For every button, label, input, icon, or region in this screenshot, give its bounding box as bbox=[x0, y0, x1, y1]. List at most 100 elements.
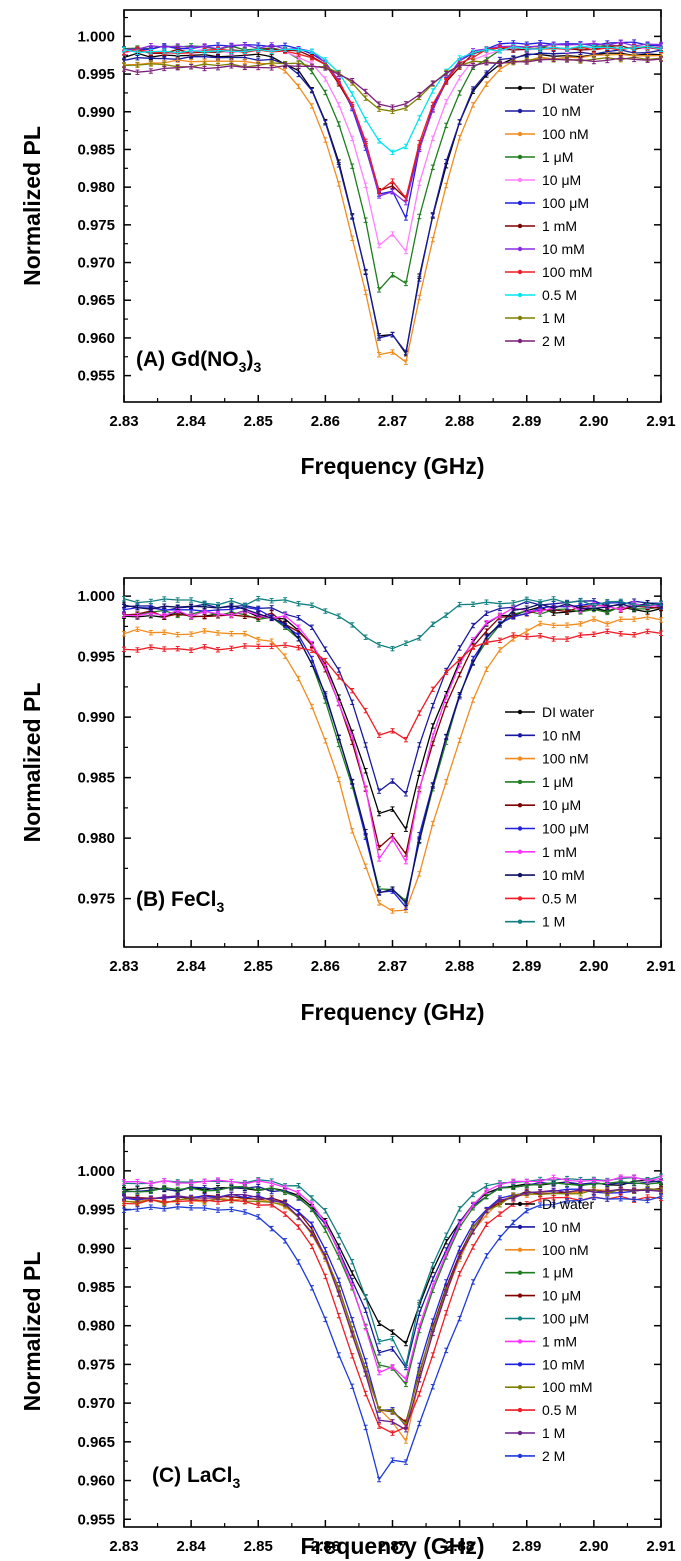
x-tick-label: 2.87 bbox=[378, 1538, 407, 1555]
legend-marker bbox=[517, 1316, 523, 1321]
legend-entry: DI water bbox=[542, 80, 594, 96]
x-tick-label: 2.91 bbox=[646, 958, 675, 975]
legend-marker bbox=[517, 733, 523, 738]
legend-marker bbox=[517, 315, 523, 321]
legend-entry: 100 μM bbox=[542, 821, 589, 837]
legend-entry: 100 μM bbox=[542, 1311, 589, 1327]
legend-marker bbox=[517, 85, 523, 91]
legend-marker bbox=[517, 154, 523, 160]
x-tick-label: 2.87 bbox=[378, 413, 407, 430]
legend-marker bbox=[517, 756, 523, 761]
series-12 bbox=[122, 55, 663, 110]
legend-entry: 10 nM bbox=[542, 727, 581, 743]
chart-panel-3: 2.83 2.84 2.85 2.86 2.87 2.88 2.89 2.90 2.91 0.95… bbox=[19, 1135, 676, 1559]
y-tick-label: 0.960 bbox=[77, 1473, 115, 1490]
legend-entry: 10 mM bbox=[542, 1356, 585, 1372]
legend-entry: 10 mM bbox=[542, 867, 585, 883]
legend-entry: 10 nM bbox=[542, 103, 581, 119]
legend-entry: 100 nM bbox=[542, 1242, 589, 1258]
panel-label-subscript: 3 bbox=[217, 899, 225, 915]
y-tick-label: 0.985 bbox=[77, 141, 115, 158]
legend-marker bbox=[517, 1293, 523, 1298]
x-tick-label: 2.88 bbox=[445, 958, 474, 975]
y-tick-label: 0.975 bbox=[77, 217, 115, 234]
x-tick-label: 2.88 bbox=[445, 413, 474, 430]
y-tick-label: 0.965 bbox=[77, 292, 115, 309]
legend-entry: 10 μM bbox=[542, 172, 581, 188]
x-axis-title: Frequency (GHz) bbox=[300, 999, 484, 1025]
panel-label-tail: ) bbox=[246, 348, 253, 371]
legend-marker bbox=[517, 177, 523, 183]
y-tick-label: 0.990 bbox=[77, 104, 115, 121]
x-tick-label: 2.88 bbox=[445, 1538, 474, 1555]
chart-panel-2: 2.83 2.84 2.85 2.86 2.87 2.88 2.89 2.90 2.91 0.97… bbox=[19, 577, 676, 1025]
panel-label-subscript: 3 bbox=[233, 1475, 241, 1491]
x-tick-label: 2.86 bbox=[311, 413, 340, 430]
legend-marker bbox=[517, 1247, 523, 1253]
legend-marker bbox=[517, 709, 523, 715]
y-tick-label: 0.955 bbox=[77, 1511, 115, 1528]
chart-panel-1: 2.83 2.84 2.85 2.86 2.87 2.88 2.89 2.90 2.91 0.95… bbox=[19, 9, 676, 479]
y-tick-label: 1.000 bbox=[77, 28, 115, 45]
x-tick-label: 2.89 bbox=[512, 413, 541, 430]
x-tick-label: 2.90 bbox=[579, 413, 608, 430]
legend-marker bbox=[517, 1224, 523, 1230]
legend-entry: 100 mM bbox=[542, 1379, 593, 1395]
y-tick-label: 0.995 bbox=[77, 1202, 115, 1219]
legend-entry: 100 μM bbox=[542, 195, 589, 211]
series-10 bbox=[122, 595, 663, 652]
legend-entry: 2 M bbox=[542, 1448, 565, 1464]
x-tick-label: 2.86 bbox=[311, 1538, 340, 1555]
legend-marker bbox=[517, 108, 523, 114]
y-tick-label: 1.000 bbox=[77, 588, 115, 605]
legend-marker bbox=[517, 779, 523, 785]
x-tick-label: 2.90 bbox=[579, 958, 608, 975]
y-tick-label: 0.970 bbox=[77, 255, 115, 272]
x-tick-label: 2.84 bbox=[177, 958, 207, 975]
y-tick-label: 0.990 bbox=[77, 1240, 115, 1257]
legend-marker bbox=[517, 849, 523, 854]
legend-marker bbox=[517, 246, 523, 252]
legend-entry: 1 μM bbox=[542, 1265, 573, 1281]
legend-marker bbox=[517, 223, 523, 229]
y-tick-label: 0.995 bbox=[77, 649, 115, 666]
series-7 bbox=[122, 43, 663, 202]
legend-entry: 10 nM bbox=[542, 1219, 581, 1235]
legend-entry: 1 mM bbox=[542, 844, 577, 860]
legend-entry: 10 mM bbox=[542, 241, 585, 257]
x-tick-label: 2.87 bbox=[378, 958, 407, 975]
legend-marker bbox=[517, 200, 523, 206]
x-tick-label: 2.84 bbox=[177, 413, 207, 430]
y-tick-label: 0.990 bbox=[77, 709, 115, 726]
y-tick-label: 0.975 bbox=[77, 1356, 115, 1373]
y-axis-title: Normalized PL bbox=[19, 1252, 45, 1412]
y-tick-label: 0.985 bbox=[77, 1279, 115, 1296]
legend-entry: 100 nM bbox=[542, 751, 589, 767]
legend-marker bbox=[517, 1430, 523, 1436]
y-tick-label: 0.995 bbox=[77, 66, 115, 83]
x-axis-title: Frequency (GHz) bbox=[300, 1533, 484, 1559]
legend-entry: 1 μM bbox=[542, 149, 573, 165]
legend-entry: 0.5 M bbox=[542, 890, 577, 906]
panel-label: (B) FeCl3 bbox=[136, 888, 225, 915]
panel-label: (A) Gd(NO3)3 bbox=[136, 348, 261, 375]
series-11 bbox=[122, 1186, 663, 1433]
x-tick-label: 2.90 bbox=[579, 1538, 608, 1555]
legend: DI water 10 nM 100 nM 1 μM 10 μM 100 μM 1 mM 10… bbox=[505, 80, 594, 349]
y-tick-label: 0.965 bbox=[77, 1434, 115, 1451]
legend-marker bbox=[517, 1453, 523, 1459]
legend-entry: DI water bbox=[542, 1196, 594, 1212]
x-tick-label: 2.86 bbox=[311, 958, 340, 975]
series-line bbox=[123, 1180, 662, 1386]
series-12 bbox=[122, 1193, 663, 1483]
series-10 bbox=[122, 43, 663, 156]
legend-marker bbox=[517, 919, 523, 924]
x-tick-label: 2.84 bbox=[177, 1538, 207, 1555]
legend-entry: DI water bbox=[542, 704, 594, 720]
legend-marker bbox=[517, 1362, 523, 1367]
x-tick-label: 2.83 bbox=[109, 1538, 138, 1555]
series-7 bbox=[122, 1174, 663, 1382]
y-axis-title: Normalized PL bbox=[19, 683, 45, 843]
legend-entry: 1 mM bbox=[542, 1333, 577, 1349]
x-tick-label: 2.91 bbox=[646, 413, 675, 430]
